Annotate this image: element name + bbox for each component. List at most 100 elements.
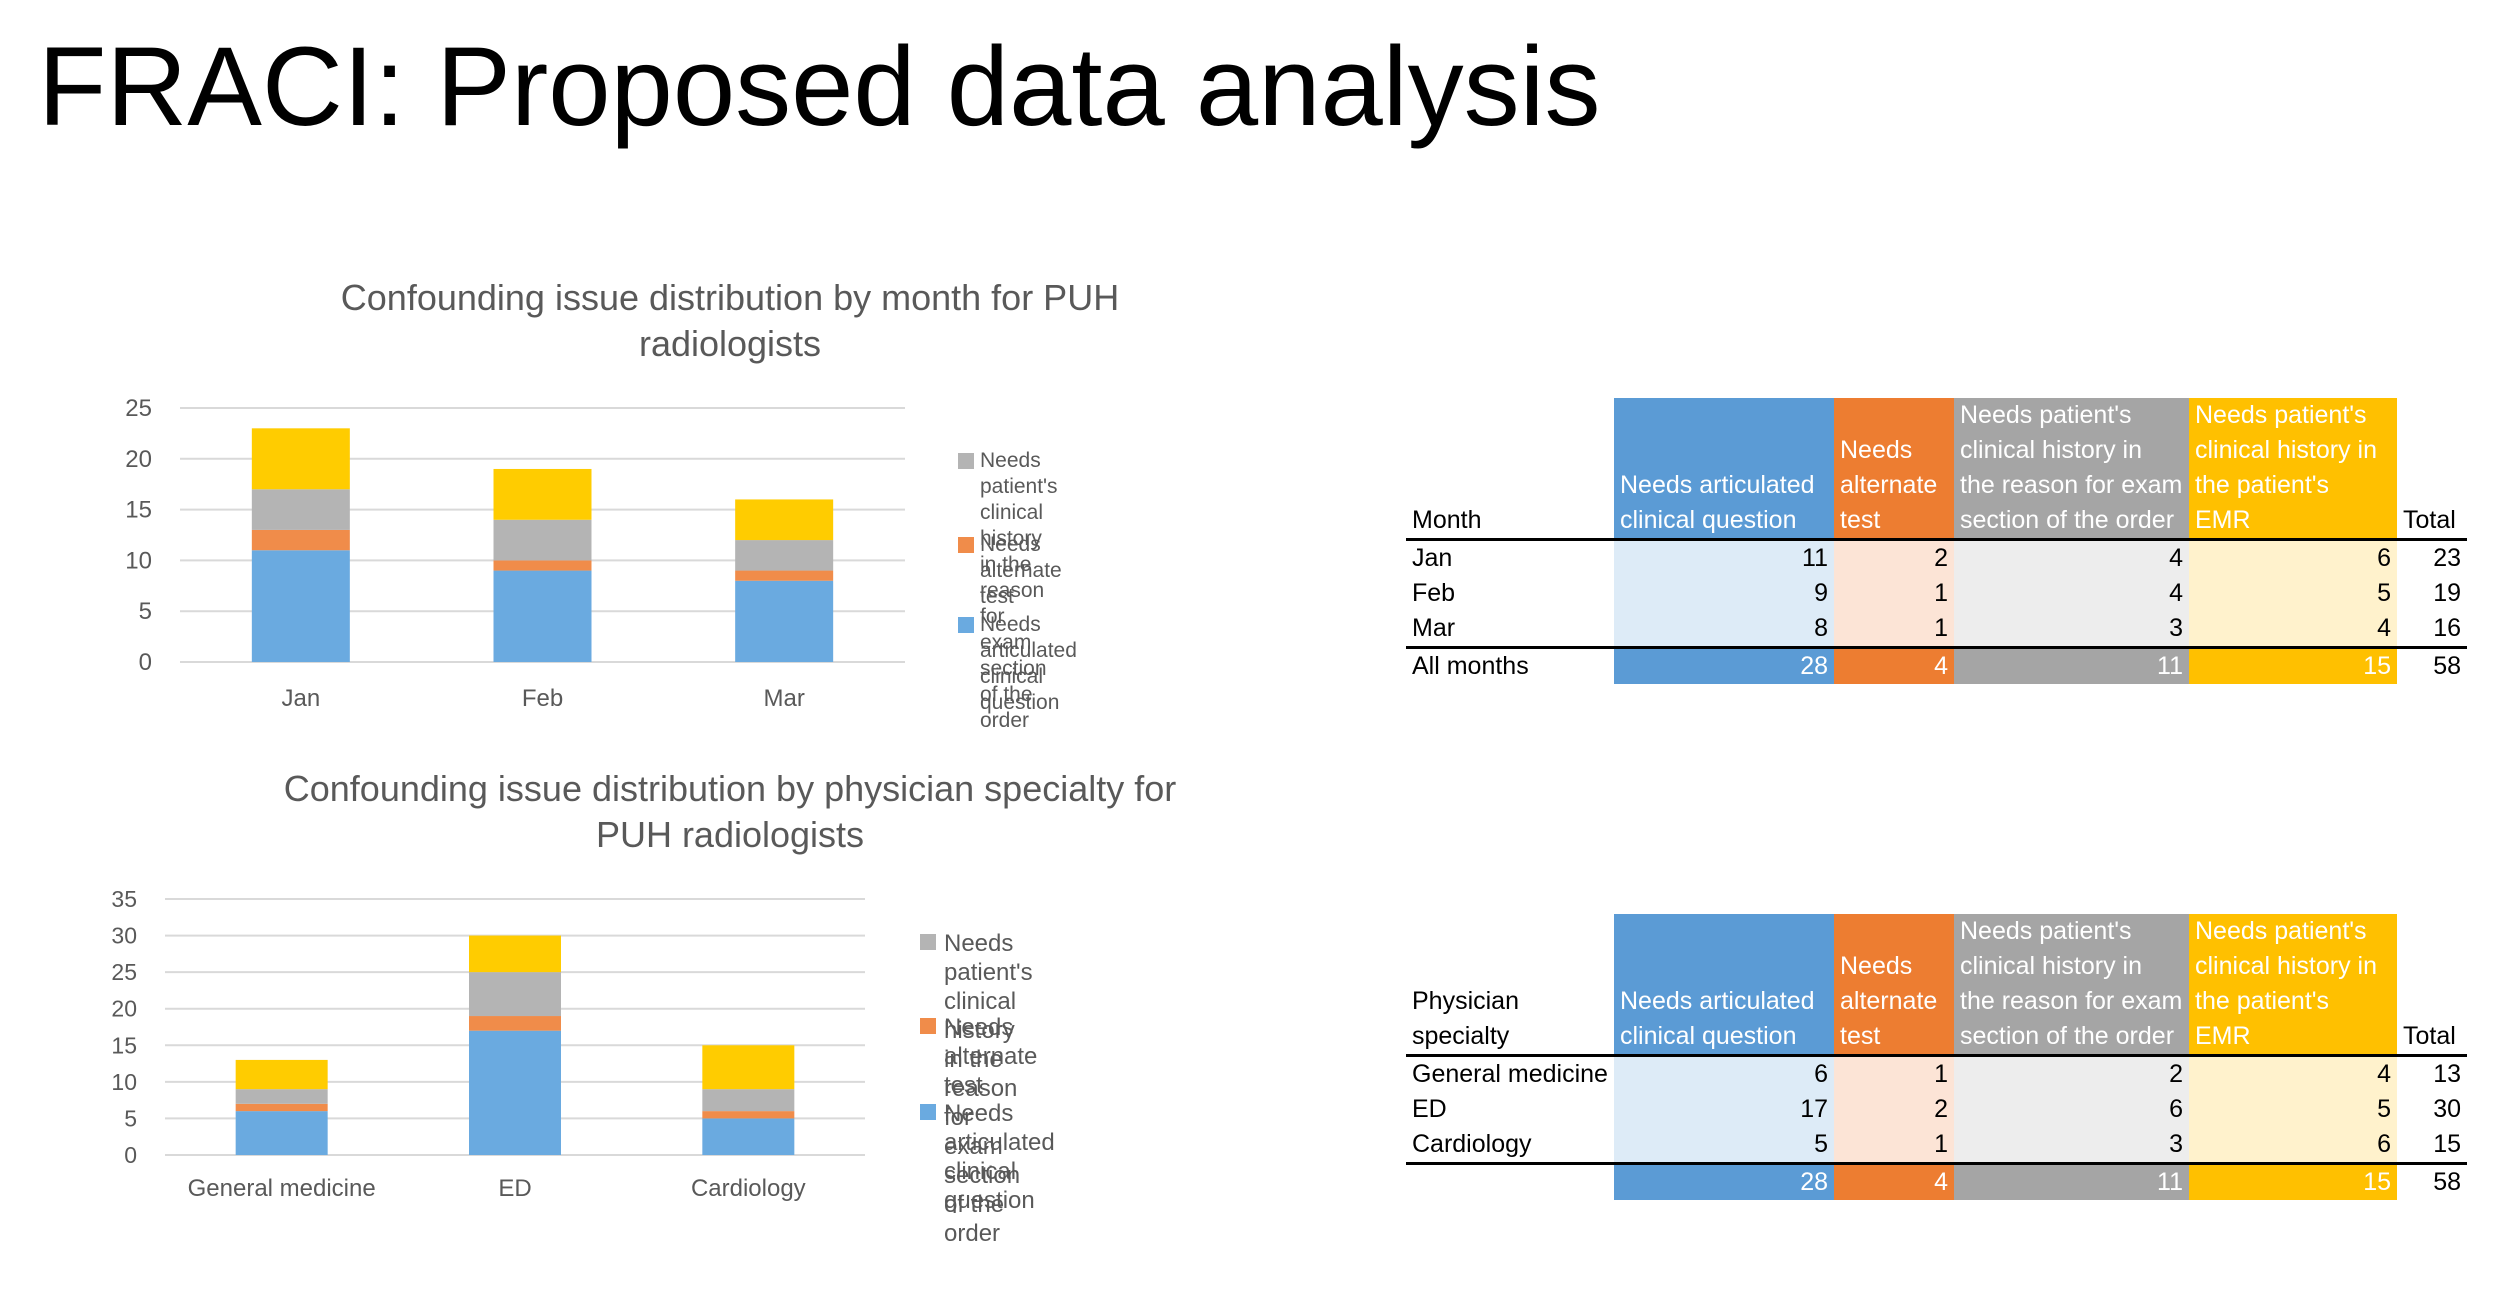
bar-segment <box>493 519 592 561</box>
bar-segment <box>702 1045 795 1090</box>
cell-alternate: 2 <box>1834 1092 1954 1127</box>
y-tick-label: 30 <box>111 923 137 949</box>
cell-alternate: 1 <box>1834 576 1954 611</box>
bar-segment <box>702 1089 795 1112</box>
row-label <box>1406 1162 1614 1200</box>
column-header-history-emr: Needs patient's clinical history in the … <box>2189 914 2397 1057</box>
y-tick-label: 20 <box>125 446 152 473</box>
column-header-month: Month <box>1406 398 1614 541</box>
stacked-bar-chart-month: 0 5 10 15 20 25 Jan Feb Mar <box>125 395 905 712</box>
bar-segment <box>735 540 834 571</box>
cell-history-order: 4 <box>1954 576 2189 611</box>
y-tick-label: 10 <box>125 547 152 574</box>
bar-segment <box>469 935 561 973</box>
bar-segment <box>251 550 350 662</box>
slide-title: FRACI: Proposed data analysis <box>38 24 1601 149</box>
column-header-alternate: Needs alternate test <box>1834 398 1954 541</box>
total-alternate: 4 <box>1834 1162 1954 1200</box>
bar-segment <box>702 1111 795 1119</box>
row-label: All months <box>1406 646 1614 684</box>
bar-segment <box>251 489 350 530</box>
x-category-label: Mar <box>763 685 804 712</box>
y-tick-label: 5 <box>139 598 152 625</box>
chart-title-line: radiologists <box>638 323 822 364</box>
bar-segment <box>735 580 834 662</box>
chart-title-month: Confounding issue distribution by month … <box>280 275 1180 367</box>
cell-total: 13 <box>2433 1060 2461 1088</box>
cell-total: 30 <box>2433 1095 2461 1123</box>
cell-history-order: 3 <box>1954 1127 2189 1164</box>
bar-segment <box>235 1089 328 1104</box>
y-tick-label: 25 <box>125 395 152 422</box>
row-label: ED <box>1412 1095 1447 1123</box>
cell-alternate: 1 <box>1834 1055 1954 1092</box>
total-history-order: 11 <box>1954 646 2189 684</box>
x-category-label: Cardiology <box>691 1175 806 1202</box>
cell-alternate: 2 <box>1834 539 1954 576</box>
cell-history-emr: 4 <box>2189 1055 2397 1092</box>
y-tick-label: 25 <box>111 959 137 985</box>
table-row: Mar 8 1 3 4 16 <box>1406 611 2467 648</box>
cell-total: 23 <box>2433 544 2461 572</box>
row-label: Mar <box>1412 614 1456 642</box>
cell-history-emr: 6 <box>2189 539 2397 576</box>
cell-articulated: 5 <box>1614 1127 1834 1164</box>
table-row: Cardiology 5 1 3 6 15 <box>1406 1127 2467 1164</box>
legend-specialty: Needs patient's clinical history in the … <box>920 929 1350 1247</box>
legend-label: Needs alternate test <box>944 1014 1038 1099</box>
bar-segment <box>493 560 592 571</box>
y-tick-label: 5 <box>124 1105 137 1131</box>
bar-segment <box>493 468 592 520</box>
total-history-emr: 15 <box>2189 646 2397 684</box>
total-history-order: 11 <box>1954 1162 2189 1200</box>
cell-total: 16 <box>2433 614 2461 642</box>
bar-segment <box>235 1111 328 1155</box>
column-header-articulated: Needs articulated clinical question <box>1614 398 1834 541</box>
table-row: ED 17 2 6 5 30 <box>1406 1092 2467 1127</box>
cell-history-order: 3 <box>1954 611 2189 648</box>
column-header-history-emr: Needs patient's clinical history in the … <box>2189 398 2397 541</box>
total-articulated: 28 <box>1614 1162 1834 1200</box>
row-label: Cardiology <box>1412 1130 1532 1158</box>
total-alternate: 4 <box>1834 646 1954 684</box>
y-tick-label: 15 <box>111 1032 137 1058</box>
legend-swatch <box>958 617 974 633</box>
y-tick-label: 10 <box>111 1069 137 1095</box>
column-header-total: Total <box>2397 914 2467 1057</box>
row-label: Jan <box>1412 544 1453 572</box>
x-category-label: ED <box>498 1175 531 1202</box>
cell-history-order: 2 <box>1954 1055 2189 1092</box>
legend-label: Needs alternate test <box>980 533 1062 608</box>
total-articulated: 28 <box>1614 646 1834 684</box>
bar-segment <box>735 570 834 581</box>
grand-total: 58 <box>2397 1162 2467 1200</box>
column-header-specialty: Physician specialty <box>1406 914 1614 1057</box>
x-category-label: Jan <box>281 685 320 712</box>
cell-history-emr: 5 <box>2189 576 2397 611</box>
cell-articulated: 9 <box>1614 576 1834 611</box>
cell-articulated: 6 <box>1614 1055 1834 1092</box>
table-row: Jan 11 2 4 6 23 <box>1406 539 2467 576</box>
row-label: General medicine <box>1412 1060 1608 1088</box>
totals-row: 28 4 11 15 58 <box>1406 1162 2467 1200</box>
table-row: Feb 9 1 4 5 19 <box>1406 576 2467 611</box>
bar-segment <box>251 529 350 551</box>
y-tick-label: 15 <box>125 497 152 524</box>
total-history-emr: 15 <box>2189 1162 2397 1200</box>
cell-history-emr: 4 <box>2189 611 2397 648</box>
legend-label: Needs patient's clinical history in the … <box>980 449 1058 732</box>
row-label: Feb <box>1412 579 1456 607</box>
totals-row: All months 28 4 11 15 58 <box>1406 646 2467 684</box>
chart-title-line: Confounding issue distribution by physic… <box>283 768 1177 809</box>
legend-label: Needs patient's clinical history in the … <box>944 930 1033 1247</box>
legend-month: Needs patient's clinical history in the … <box>958 448 1358 732</box>
cell-total: 19 <box>2433 579 2461 607</box>
column-header-alternate: Needs alternate test <box>1834 914 1954 1057</box>
bar-segment <box>469 1016 561 1031</box>
bar-segment <box>251 428 350 490</box>
bar-segment <box>469 1030 561 1155</box>
bar-segment <box>235 1103 328 1112</box>
cell-articulated: 11 <box>1614 539 1834 576</box>
y-tick-label: 35 <box>111 886 137 912</box>
legend-label: Needs articulated clinical question <box>980 613 1077 714</box>
